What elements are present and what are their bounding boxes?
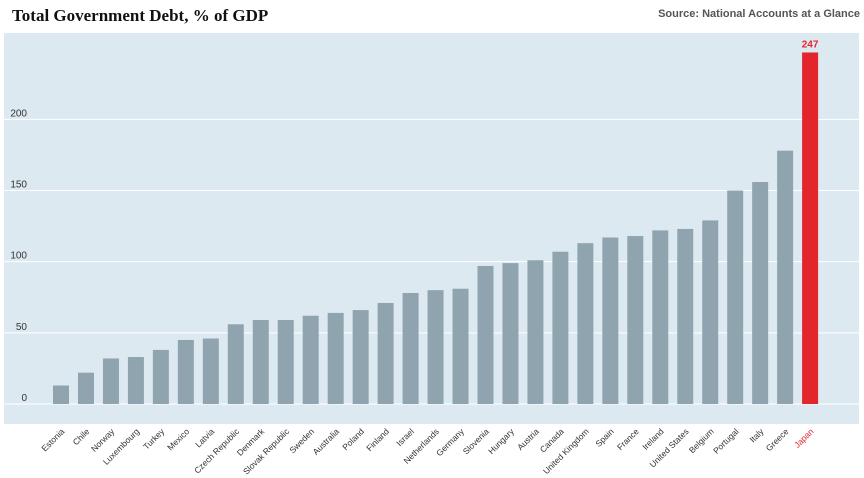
- bar-estonia: [53, 385, 69, 404]
- x-tick-label-greece: Greece: [764, 426, 791, 453]
- bar-australia: [327, 312, 344, 404]
- x-tick-label-mexico: Mexico: [165, 426, 191, 452]
- y-tick-label-150: 150: [10, 180, 27, 191]
- y-tick-label-200: 200: [10, 108, 27, 119]
- bar-hungary: [502, 263, 519, 404]
- x-tick-label-portugal: Portugal: [711, 426, 741, 456]
- x-tick-label-turkey: Turkey: [141, 426, 167, 452]
- bar-chile: [77, 372, 94, 404]
- bar-luxembourg: [127, 357, 144, 404]
- bar-mexico: [177, 339, 194, 404]
- x-tick-label-poland: Poland: [340, 426, 366, 452]
- x-tick-label-slovenia: Slovenia: [461, 426, 491, 456]
- bar-israel: [402, 292, 419, 404]
- bar-ireland: [652, 230, 669, 404]
- bar-netherlands: [427, 290, 444, 404]
- x-tick-label-spain: Spain: [593, 426, 616, 449]
- x-tick-label-finland: Finland: [364, 426, 391, 453]
- bar-slovenia: [477, 265, 494, 404]
- x-tick-label-slovak-republic: Slovak Republic: [241, 426, 292, 477]
- data-labels: 247: [802, 39, 819, 50]
- x-tick-label-germany: Germany: [434, 426, 466, 458]
- x-tick-label-australia: Australia: [311, 426, 342, 457]
- bar-poland: [352, 310, 369, 404]
- bar-denmark: [252, 320, 269, 404]
- bar-austria: [527, 260, 544, 404]
- bar-france: [627, 236, 644, 404]
- bar-portugal: [727, 190, 744, 404]
- data-label-japan: 247: [802, 39, 819, 50]
- bar-czech-republic: [227, 324, 244, 404]
- x-tick-label-estonia: Estonia: [39, 426, 66, 453]
- bar-united-kingdom: [577, 243, 594, 404]
- x-tick-label-france: France: [615, 426, 641, 452]
- x-tick-label-italy: Italy: [747, 426, 766, 445]
- bar-latvia: [202, 338, 219, 404]
- x-tick-label-hungary: Hungary: [486, 426, 516, 456]
- bar-finland: [377, 302, 394, 404]
- bar-belgium: [702, 220, 719, 404]
- bar-turkey: [152, 349, 169, 404]
- bar-norway: [102, 358, 119, 404]
- bar-spain: [602, 237, 619, 404]
- chart-source: Source: National Accounts at a Glance: [658, 8, 860, 20]
- x-tick-label-japan: Japan: [792, 426, 816, 450]
- chart-title: Total Government Debt, % of GDP: [12, 6, 269, 25]
- bar-canada: [552, 251, 569, 404]
- bar-italy: [752, 181, 769, 404]
- bar-sweden: [302, 315, 319, 404]
- y-axis-ticks: 0 50 100 150 200: [10, 108, 27, 404]
- bar-germany: [452, 288, 469, 404]
- bar-slovak-republic: [277, 320, 294, 404]
- x-tick-label-belgium: Belgium: [687, 426, 716, 455]
- x-tick-label-latvia: Latvia: [193, 426, 216, 449]
- y-tick-label-0: 0: [21, 393, 27, 404]
- y-tick-label-100: 100: [10, 251, 27, 262]
- y-tick-label-50: 50: [16, 322, 28, 333]
- x-tick-label-united-kingdom: United Kingdom: [541, 426, 591, 476]
- bar-greece: [777, 150, 794, 404]
- bar-united-states: [677, 228, 694, 404]
- x-tick-label-israel: Israel: [394, 426, 416, 448]
- x-tick-label-chile: Chile: [71, 426, 92, 447]
- bar-japan: [802, 52, 819, 404]
- bars: [53, 52, 819, 404]
